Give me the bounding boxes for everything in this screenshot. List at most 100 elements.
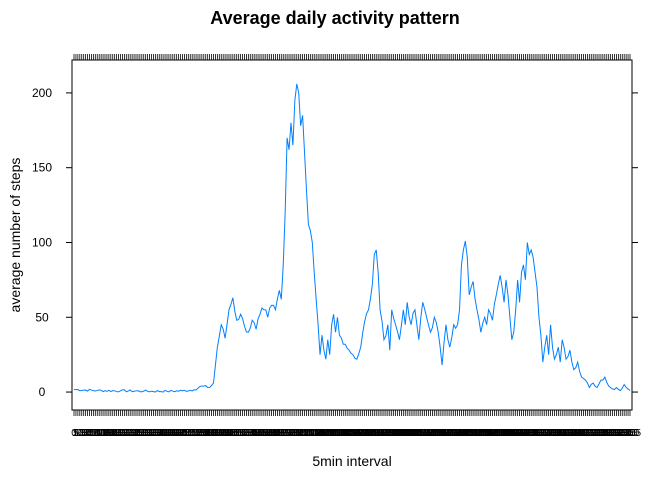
x-tick-label: 2110 [555,428,577,439]
x-tick-label: 2010 [532,428,555,439]
x-tick-label: 1240 [357,428,380,439]
x-tick-label: 505 [184,428,201,439]
x-tick-label: 815 [257,428,274,439]
x-tick-label: 1900 [505,428,528,439]
x-tick-label: 1410 [392,428,415,439]
x-tick-label: 1250 [361,428,384,439]
x-tick-label: 1155 [340,428,362,439]
x-tick-label: 1405 [390,428,413,439]
x-tick-label: 945 [292,428,309,439]
x-tick-label: 20 [76,428,88,439]
x-tick-label: 1735 [472,428,495,439]
x-tick-label: 705 [230,428,247,439]
x-tick-label: 2340 [613,428,636,439]
x-tick-label: 910 [279,428,296,439]
x-tick-label: 430 [170,428,187,439]
x-tick-label: 1430 [400,428,423,439]
x-tick-label: 1000 [295,428,318,439]
y-tick-label: 0 [39,385,46,399]
x-tick-label: 1135 [333,428,355,439]
x-tick-label: 1815 [487,428,510,439]
x-tick-label: 955 [296,428,313,439]
x-tick-label: 2230 [586,428,609,439]
x-tick-label: 2225 [584,428,607,439]
x-tick-label: 1340 [381,428,404,439]
x-tick-label: 630 [217,428,234,439]
x-tick-label: 1920 [512,428,535,439]
x-tick-label: 2130 [563,428,586,439]
x-tick-label: 1530 [423,428,446,439]
x-tick-label: 1820 [489,428,512,439]
x-tick-label: 1420 [396,428,419,439]
x-tick-label: 1750 [477,428,500,439]
x-tick-label: 2015 [534,428,557,439]
x-tick-label: 850 [271,428,288,439]
x-tick-label: 1020 [303,428,326,439]
x-tick-label: 2155 [572,428,595,439]
x-tick-label: 1245 [359,428,382,439]
x-tick-label: 10 [72,428,84,439]
x-tick-label: 1315 [371,428,394,439]
x-tick-label: 2120 [559,428,582,439]
x-tick-label: 2345 [615,428,638,439]
x-tick-label: 220 [120,428,137,439]
x-tick-label: 2020 [536,428,559,439]
x-tick-label: 615 [211,428,228,439]
x-tick-label: 2205 [576,428,599,439]
x-tick-label: 2250 [594,428,617,439]
x-tick-label: 725 [238,428,255,439]
x-tick-label: 1925 [514,428,537,439]
x-tick-label: 2335 [611,428,634,439]
x-tick-label: 745 [246,428,263,439]
x-tick-label: 15 [74,428,86,439]
x-tick-label: 2300 [598,428,621,439]
x-tick-label: 1445 [406,428,429,439]
x-tick-label: 1715 [464,428,487,439]
x-tick-label: 515 [188,428,205,439]
x-tick-label: 1540 [427,428,450,439]
x-tick-label: 1130 [331,428,353,439]
x-tick-label: 1505 [414,428,437,439]
x-tick-label: 1630 [446,428,469,439]
x-tick-label: 1435 [402,428,425,439]
x-tick-label: 1255 [363,428,386,439]
x-tick-label: 555 [203,428,220,439]
x-tick-label: 1745 [476,428,499,439]
x-tick-label: 1625 [445,428,468,439]
x-tick-label: 1805 [483,428,506,439]
x-tick-label: 2125 [561,428,584,439]
x-tick-label: 410 [163,428,180,439]
x-tick-label: 110 [93,428,109,439]
x-tick-label: 135 [102,428,119,439]
x-tick-label: 520 [190,428,207,439]
x-tick-label: 1325 [375,428,398,439]
x-tick-label: 2255 [596,428,619,439]
x-tick-label: 1030 [307,428,330,439]
x-tick-label: 2100 [551,428,574,439]
x-tick-label: 35 [82,428,94,439]
x-tick-label: 2305 [600,428,623,439]
x-tick-label: 305 [137,428,154,439]
x-tick-label: 335 [149,428,166,439]
x-tick-label: 2355 [619,428,642,439]
x-tick-label: 700 [228,428,245,439]
x-tick-label: 1300 [365,428,388,439]
x-tick-label: 330 [147,428,164,439]
x-tick-label: 325 [145,428,162,439]
x-tick-label: 2040 [543,428,566,439]
x-tick-label: 2235 [588,428,611,439]
x-tick-label: 1305 [367,428,390,439]
x-tick-label: 210 [116,428,133,439]
x-tick-label: 1525 [421,428,444,439]
x-tick-label: 2145 [569,428,592,439]
x-tick-label: 425 [168,428,185,439]
x-tick-label: 1755 [479,428,502,439]
x-tick-label: 1910 [508,428,531,439]
x-tick-label: 1005 [297,428,320,439]
x-tick-label: 1535 [425,428,448,439]
x-tick-label: 1455 [410,428,433,439]
x-tick-label: 1010 [299,428,322,439]
x-tick-label: 1415 [394,428,417,439]
x-tick-label: 1355 [386,428,409,439]
x-tick-label: 1520 [419,428,442,439]
